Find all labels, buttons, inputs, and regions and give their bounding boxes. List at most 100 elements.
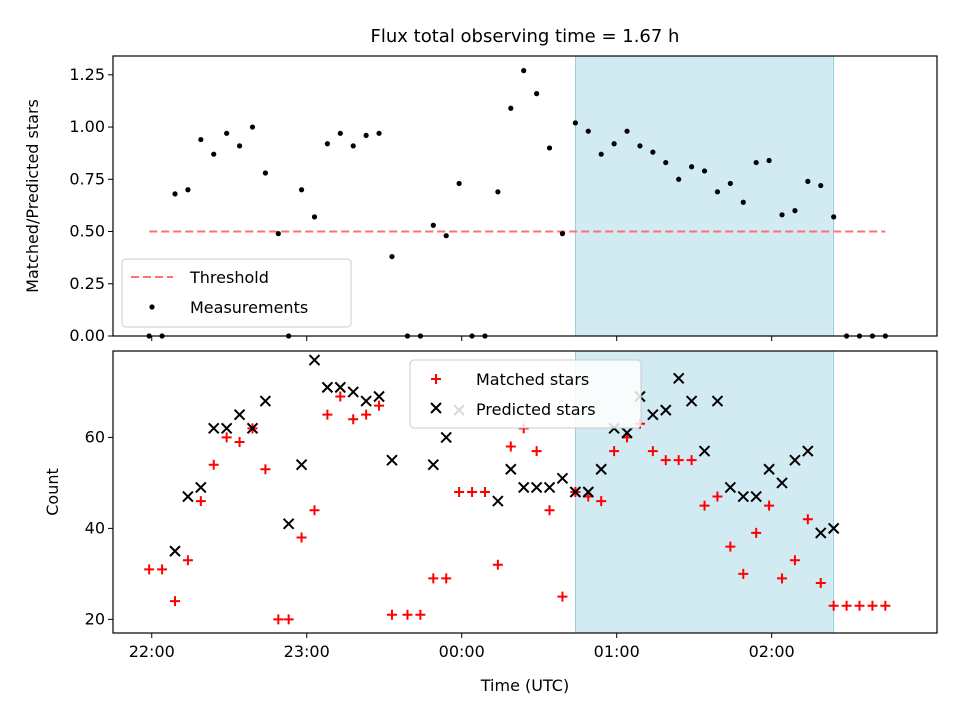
ratio-panel: 0.00 0.25 0.50 0.75 1.00 1.25 Matched/Predicte… [23, 55, 938, 345]
x-tick-label: 01:00 [594, 642, 640, 661]
matched-point [441, 573, 452, 584]
matched-point [157, 564, 168, 575]
measurement-point [389, 253, 395, 260]
matched-point [208, 459, 219, 470]
predicted-point [246, 422, 259, 435]
measurement-point [831, 214, 837, 220]
predicted-point [556, 472, 569, 485]
measurement-point [534, 91, 540, 97]
matched-point [609, 446, 620, 457]
predicted-point [295, 459, 308, 471]
legend-measurement-swatch [149, 304, 155, 310]
matched-point [309, 505, 320, 516]
measurement-point [611, 141, 617, 147]
predicted-point [789, 454, 801, 466]
predicted-point [595, 463, 607, 475]
matched-point [182, 555, 193, 566]
series-matched-stars [144, 391, 891, 625]
count-panel: 20 40 60 22:00 23:00 00:00 01:00 02:00 Count Time… [43, 350, 938, 695]
predicted-point [582, 486, 594, 498]
predicted-point [347, 386, 359, 398]
measurement-point [262, 170, 269, 176]
measurement-point [663, 159, 669, 166]
measurement-point [495, 189, 501, 195]
legend-label: Measurements [190, 298, 308, 317]
matched-point [283, 614, 294, 625]
y-tick-label: 60 [85, 427, 105, 446]
measurement-point [185, 187, 191, 193]
predicted-point [543, 481, 556, 494]
matched-point [505, 441, 516, 452]
legend-predicted-swatch [430, 402, 442, 414]
measurement-point [805, 178, 811, 184]
matched-point [479, 487, 490, 497]
legend-label: Predicted stars [476, 400, 596, 419]
y-tick-label: 0.50 [69, 222, 105, 241]
measurement-point [701, 168, 708, 174]
matched-point [531, 446, 542, 457]
predicted-point [827, 522, 840, 535]
legend-box [409, 359, 642, 429]
predicted-point [569, 486, 582, 498]
matched-point [738, 568, 749, 579]
measurement-point [508, 105, 514, 111]
measurement-point [311, 214, 318, 220]
measurement-point [172, 191, 178, 197]
matched-point [725, 541, 736, 552]
matched-point [335, 391, 346, 402]
matched-point [712, 491, 723, 502]
legend-label: Matched stars [476, 370, 589, 389]
predicted-point [505, 463, 517, 475]
y-tick-label: 40 [85, 518, 105, 537]
matched-point [880, 600, 891, 611]
measurement-point [727, 180, 733, 187]
matched-point [854, 600, 865, 611]
matched-point [374, 400, 385, 411]
predicted-point [647, 408, 659, 421]
predicted-point [282, 518, 295, 530]
matched-point [802, 514, 813, 525]
predicted-point [182, 490, 194, 503]
x-axis-label: Time (UTC) [480, 676, 569, 695]
legend: Threshold Measurements [121, 258, 352, 328]
measurement-point [585, 128, 591, 134]
x-tick-label: 22:00 [129, 642, 175, 661]
matched-point [686, 455, 697, 466]
legend-box [121, 258, 352, 328]
matched-point [673, 455, 684, 466]
measurement-point [456, 180, 462, 187]
matched-point [428, 573, 439, 584]
predicted-point [492, 495, 504, 507]
matched-point [195, 496, 206, 507]
measurement-point [779, 212, 785, 218]
predicted-point [427, 459, 440, 471]
predicted-point [440, 431, 452, 444]
matched-point [169, 596, 180, 607]
predicted-point [763, 463, 775, 475]
y-tick-label: 1.25 [69, 65, 105, 84]
axes-frame [112, 55, 938, 337]
predicted-point [698, 445, 711, 457]
matched-point [789, 555, 800, 566]
chart-title: Flux total observing time = 1.67 h [371, 26, 680, 47]
predicted-point [321, 381, 334, 394]
predicted-point [724, 481, 737, 494]
legend-label: Threshold [189, 268, 269, 287]
measurement-point [337, 130, 343, 136]
matched-point [660, 455, 671, 466]
measurement-point [249, 124, 256, 130]
predicted-point [776, 477, 788, 489]
y-tick-label: 0.75 [69, 169, 105, 188]
measurement-point [198, 136, 204, 143]
x-tick-label: 02:00 [749, 642, 795, 661]
measurement-point [714, 189, 721, 195]
x-tick-label: 23:00 [284, 642, 330, 661]
series-measurements [146, 68, 888, 339]
matched-point [296, 532, 307, 543]
predicted-point [530, 481, 543, 494]
measurement-point [350, 143, 356, 149]
measurement-point [740, 199, 746, 205]
matched-point [361, 409, 372, 420]
predicted-point [233, 408, 246, 421]
